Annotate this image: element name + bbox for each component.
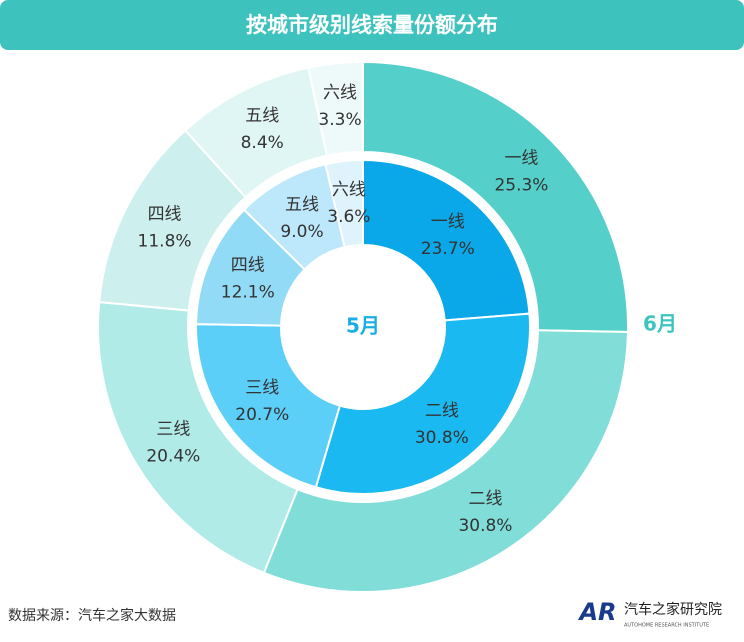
slice: [195, 323, 342, 489]
series-label: 5月: [346, 314, 380, 338]
value-label: 30.8%: [458, 516, 512, 536]
logo-subtitle: AUTOHOME RESEARCH INSTITUTE: [624, 623, 709, 629]
category-label: 二线: [425, 401, 459, 421]
value-label: 20.7%: [235, 405, 289, 425]
category-label: 一线: [504, 149, 538, 169]
category-label: 四线: [148, 204, 182, 224]
slice: [262, 329, 629, 593]
slice: [362, 60, 629, 334]
value-label: 11.8%: [138, 231, 192, 251]
logo-name: 汽车之家研究院: [624, 601, 722, 618]
slice: [307, 60, 364, 157]
category-label: 三线: [156, 419, 190, 439]
rings: 一线 23.7% 二线 30.8% 三线 20.7% 四线 12.1% 五线 9.0% 六线 3.6%…: [97, 60, 677, 593]
value-label: 3.3%: [318, 110, 361, 130]
slice: [314, 312, 531, 495]
category-label: 五线: [245, 106, 279, 126]
value-label: 8.4%: [241, 133, 284, 153]
logo-mark: AR: [577, 598, 616, 626]
category-label: 四线: [231, 256, 265, 276]
category-label: 六线: [332, 180, 366, 200]
value-label: 9.0%: [280, 222, 323, 242]
category-label: 二线: [468, 489, 502, 509]
series-label: 6月: [643, 312, 677, 336]
source: 数据来源：汽车之家大数据: [8, 607, 176, 624]
category-label: 五线: [285, 195, 319, 215]
chart-title: 按城市级别线索量份额分布: [246, 13, 498, 37]
slice: [97, 300, 299, 575]
value-label: 20.4%: [146, 446, 200, 466]
value-label: 12.1%: [221, 283, 275, 303]
value-label: 23.7%: [421, 239, 475, 259]
value-label: 25.3%: [494, 176, 548, 196]
slice: [362, 158, 531, 322]
category-label: 六线: [323, 83, 357, 103]
value-label: 30.8%: [415, 428, 469, 448]
category-label: 三线: [245, 378, 279, 398]
category-label: 一线: [431, 212, 465, 232]
slice: [324, 158, 364, 249]
value-label: 3.6%: [327, 207, 370, 227]
title-bar: [0, 0, 744, 50]
